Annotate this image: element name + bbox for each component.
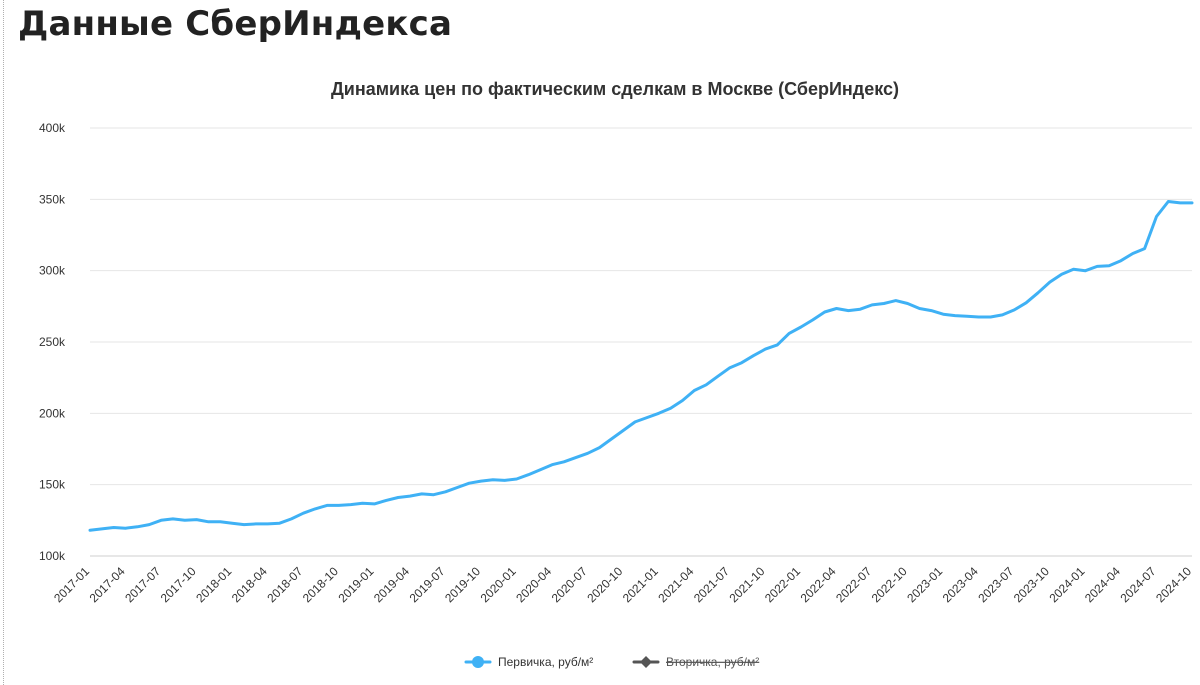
y-tick-label: 350k	[39, 192, 66, 206]
x-tick-label: 2019-07	[407, 564, 448, 605]
x-tick-label: 2018-04	[229, 564, 270, 605]
x-tick-label: 2019-04	[371, 564, 412, 605]
x-tick-label: 2017-04	[87, 564, 128, 605]
x-tick-label: 2023-04	[940, 564, 981, 605]
y-axis-ticks: 100k 150k 200k 250k 300k 350k 400k	[39, 121, 66, 563]
y-tick-label: 300k	[39, 264, 66, 278]
legend-item-secondary[interactable]: Вторичка, руб/м²	[632, 655, 759, 669]
left-border	[3, 0, 4, 685]
x-tick-label: 2022-04	[798, 564, 839, 605]
x-tick-label: 2022-07	[833, 564, 874, 605]
x-tick-label: 2022-01	[762, 564, 803, 605]
y-tick-label: 200k	[39, 406, 66, 420]
page-title: Данные СберИндекса	[18, 4, 453, 44]
x-tick-label: 2023-10	[1011, 564, 1052, 605]
x-tick-label: 2020-01	[478, 564, 519, 605]
y-tick-label: 250k	[39, 335, 66, 349]
y-tick-label: 150k	[39, 478, 66, 492]
legend-item-primary[interactable]: Первичка, руб/м²	[464, 655, 593, 669]
x-tick-label: 2024-07	[1118, 564, 1159, 605]
x-tick-label: 2018-10	[300, 564, 341, 605]
x-tick-label: 2024-01	[1046, 564, 1087, 605]
legend-diamond-icon	[640, 656, 652, 668]
legend: Первичка, руб/м² Вторичка, руб/м²	[464, 655, 759, 669]
x-tick-label: 2024-04	[1082, 564, 1123, 605]
x-tick-label: 2019-10	[442, 564, 483, 605]
x-tick-label: 2020-10	[584, 564, 625, 605]
x-tick-label: 2022-10	[869, 564, 910, 605]
series-layer	[88, 200, 1194, 532]
x-tick-label: 2024-10	[1153, 564, 1194, 605]
chart-title: Динамика цен по фактическим сделкам в Мо…	[331, 79, 899, 99]
y-tick-label: 400k	[39, 121, 66, 135]
x-tick-label: 2019-01	[335, 564, 376, 605]
series-line-primary	[88, 200, 1194, 532]
x-tick-label: 2017-07	[122, 564, 163, 605]
x-tick-label: 2018-07	[264, 564, 305, 605]
x-tick-label: 2020-04	[513, 564, 554, 605]
x-tick-label: 2020-07	[549, 564, 590, 605]
x-tick-label: 2017-10	[158, 564, 199, 605]
x-tick-label: 2021-04	[655, 564, 696, 605]
x-tick-label: 2023-07	[975, 564, 1016, 605]
x-tick-label: 2021-01	[620, 564, 661, 605]
x-axis-ticks: 2017-012017-042017-072017-102018-012018-…	[51, 564, 1194, 605]
legend-label: Первичка, руб/м²	[498, 655, 593, 669]
x-tick-label: 2021-07	[691, 564, 732, 605]
x-tick-label: 2018-01	[193, 564, 234, 605]
x-tick-label: 2023-01	[904, 564, 945, 605]
legend-label: Вторичка, руб/м²	[666, 655, 759, 669]
x-tick-label: 2021-10	[726, 564, 767, 605]
legend-circle-icon	[472, 656, 484, 668]
grid	[90, 127, 1192, 557]
x-tick-label: 2017-01	[51, 564, 92, 605]
y-tick-label: 100k	[39, 549, 66, 563]
